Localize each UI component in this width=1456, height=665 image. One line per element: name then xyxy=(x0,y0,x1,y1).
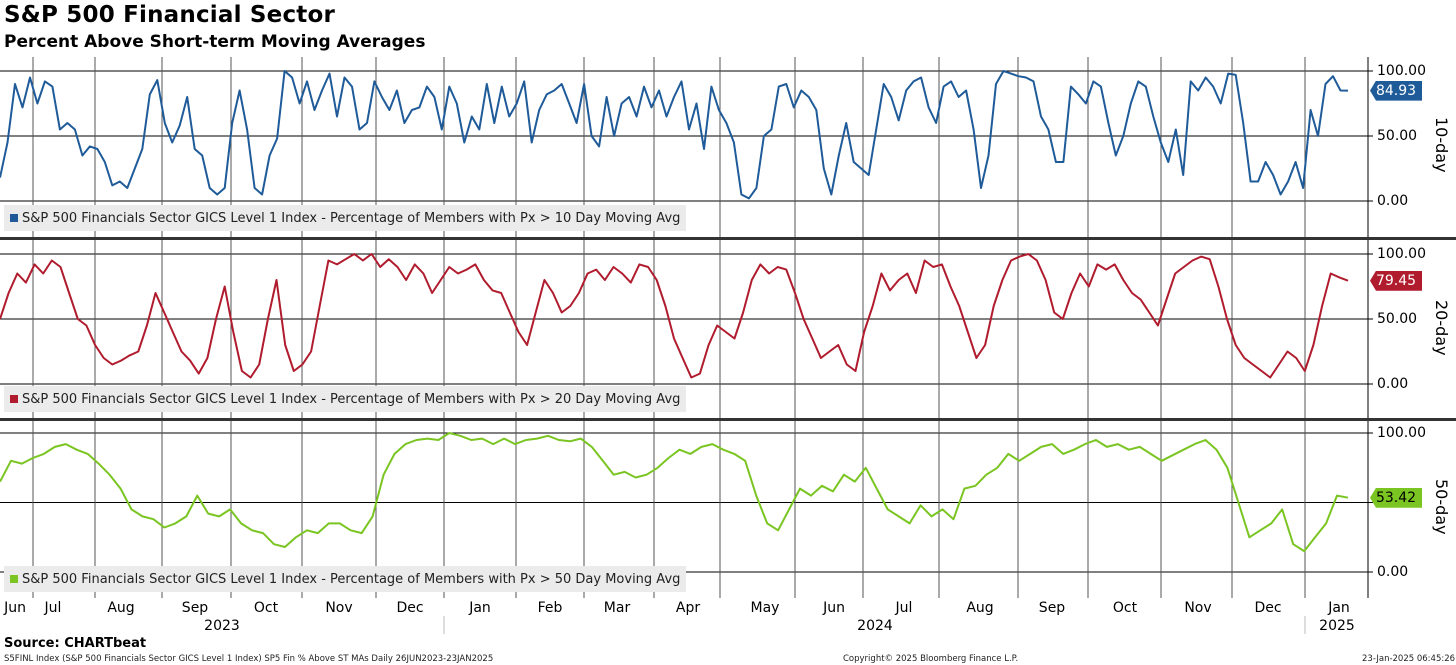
legend-swatch xyxy=(10,575,18,583)
x-year-label: 2023 xyxy=(204,618,240,634)
last-value-badge-10-day: 84.93 xyxy=(1370,80,1422,101)
x-tick-label: Dec xyxy=(1254,600,1282,616)
x-tick-label: Aug xyxy=(107,600,135,616)
last-value-badge-50-day: 53.42 xyxy=(1370,487,1422,508)
footer-copyright: Copyright© 2025 Bloomberg Finance L.P. xyxy=(843,654,1019,664)
y-tick-label: 0.00 xyxy=(1377,376,1409,392)
panel-separator xyxy=(0,237,1456,240)
legend-label: S&P 500 Financials Sector GICS Level 1 I… xyxy=(22,391,681,407)
legend-50-day: S&P 500 Financials Sector GICS Level 1 I… xyxy=(4,566,687,592)
source-label: Source: CHARTbeat xyxy=(4,636,147,651)
chart-subtitle: Percent Above Short-term Moving Averages xyxy=(4,32,426,52)
x-tick-label: Nov xyxy=(1184,600,1212,616)
x-tick-label: Jul xyxy=(44,600,62,616)
chart-title: S&P 500 Financial Sector xyxy=(4,2,336,28)
legend-label: S&P 500 Financials Sector GICS Level 1 I… xyxy=(22,571,681,587)
x-tick-label: Oct xyxy=(253,600,279,616)
legend-swatch xyxy=(10,395,18,403)
legend-label: S&P 500 Financials Sector GICS Level 1 I… xyxy=(22,210,681,226)
series-line-50-day xyxy=(0,432,1349,553)
x-tick-label: May xyxy=(750,600,780,616)
footer-timestamp: 23-Jan-2025 06:45:26 xyxy=(1362,654,1456,664)
x-tick-label: Mar xyxy=(603,600,631,616)
x-tick-label: Jan xyxy=(469,600,491,616)
last-value-badge-20-day: 79.45 xyxy=(1370,270,1422,291)
x-tick-label: Feb xyxy=(537,600,563,616)
x-tick-label: Jan xyxy=(1328,600,1350,616)
x-tick-label: Aug xyxy=(966,600,994,616)
y-axis-label-20-day: 20-day xyxy=(1432,300,1451,356)
y-tick-label: 50.00 xyxy=(1377,311,1418,327)
y-tick-label: 0.00 xyxy=(1377,193,1409,209)
x-tick-label: Apr xyxy=(675,600,701,616)
y-tick-label: 100.00 xyxy=(1377,246,1426,262)
panel-separator xyxy=(0,418,1456,421)
x-tick-label: Nov xyxy=(325,600,353,616)
y-tick-label: 100.00 xyxy=(1377,63,1426,79)
x-tick-label: Jul xyxy=(895,600,913,616)
x-tick-label: Dec xyxy=(396,600,424,616)
y-axis-label-10-day: 10-day xyxy=(1432,117,1451,173)
x-year-label: 2025 xyxy=(1319,618,1355,634)
legend-20-day: S&P 500 Financials Sector GICS Level 1 I… xyxy=(4,386,687,412)
series-line-10-day xyxy=(0,70,1349,200)
footer-left-note: S5FINL Index (S&P 500 Financials Sector … xyxy=(4,654,494,664)
x-tick-label: Oct xyxy=(1112,600,1138,616)
legend-swatch xyxy=(10,214,18,222)
y-tick-label: 0.00 xyxy=(1377,564,1409,580)
y-tick-label: 100.00 xyxy=(1377,425,1426,441)
y-axis-label-50-day: 50-day xyxy=(1432,479,1451,535)
legend-10-day: S&P 500 Financials Sector GICS Level 1 I… xyxy=(4,205,687,231)
x-tick-label: Jun xyxy=(4,600,26,616)
x-tick-label: Jun xyxy=(823,600,845,616)
x-tick-label: Sep xyxy=(181,600,209,616)
y-tick-label: 50.00 xyxy=(1377,128,1418,144)
x-year-label: 2024 xyxy=(857,618,893,634)
x-tick-label: Sep xyxy=(1038,600,1066,616)
series-line-20-day xyxy=(0,253,1349,379)
